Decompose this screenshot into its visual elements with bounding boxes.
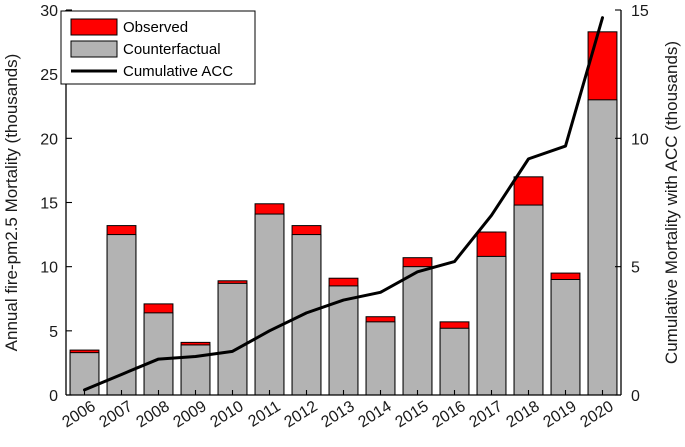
x-tick-label-2012: 2012 [281,398,320,431]
cumulative-line-group [83,16,604,392]
left-y-tick-label: 5 [49,324,58,341]
x-tick-label-2015: 2015 [392,398,431,431]
legend-label-counterfactual: Counterfactual [123,41,221,58]
bar-counterfactual-2019 [550,279,581,396]
x-tick-label-2014: 2014 [355,398,394,431]
left-y-tick-label: 10 [40,260,58,277]
bar-counterfactual-2009 [180,344,211,396]
bar-counterfactual-2020 [587,99,618,396]
x-tick-label-2011: 2011 [245,398,283,431]
x-tick-label-2007: 2007 [96,398,135,431]
legend: Observed Counterfactual Cumulative ACC [60,10,256,85]
bar-counterfactual-2011 [254,213,285,396]
bar-counterfactual-2018 [513,204,544,396]
x-tick-label-2006: 2006 [59,398,98,431]
x-tick-label-2010: 2010 [207,398,246,431]
x-tick-label-2013: 2013 [318,398,357,431]
bar-counterfactual-2007 [106,234,137,396]
x-tick-label-2018: 2018 [503,398,542,431]
legend-label-observed: Observed [123,19,188,36]
right-y-tick-label: 0 [631,388,640,405]
left-y-tick-label: 0 [49,388,58,405]
bar-counterfactual-2017 [476,255,507,396]
left-y-axis-label: Annual fire-pm2.5 Mortality (thousands) [2,54,21,352]
right-y-tick-label: 15 [631,3,649,20]
x-tick-label-2008: 2008 [133,398,172,431]
legend-swatch-counterfactual [70,40,118,58]
right-y-axis-label: Cumulative Mortality with ACC (thousands… [662,41,681,364]
x-tick-label-2019: 2019 [540,398,579,431]
bar-counterfactual-2008 [143,312,174,396]
x-tick-label-2020: 2020 [577,398,616,431]
x-tick-label-2017: 2017 [466,398,505,431]
bars-group [69,31,618,396]
bar-counterfactual-2014 [365,321,396,396]
bar-counterfactual-2010 [217,282,248,396]
right-y-tick-label: 5 [631,260,640,277]
legend-swatch-observed [70,18,118,36]
left-y-tick-label: 30 [40,3,58,20]
x-tick-label-2009: 2009 [170,398,209,431]
left-y-tick-label: 15 [40,196,58,213]
bar-counterfactual-2012 [291,234,322,396]
bar-counterfactual-2006 [69,352,100,396]
left-y-tick-label: 25 [40,67,58,84]
bar-counterfactual-2016 [439,327,470,396]
left-y-tick-label: 20 [40,131,58,148]
legend-label-cumulative-acc: Cumulative ACC [123,63,233,80]
right-y-tick-label: 10 [631,131,649,148]
x-tick-label-2016: 2016 [429,398,468,431]
bar-counterfactual-2015 [402,266,433,396]
